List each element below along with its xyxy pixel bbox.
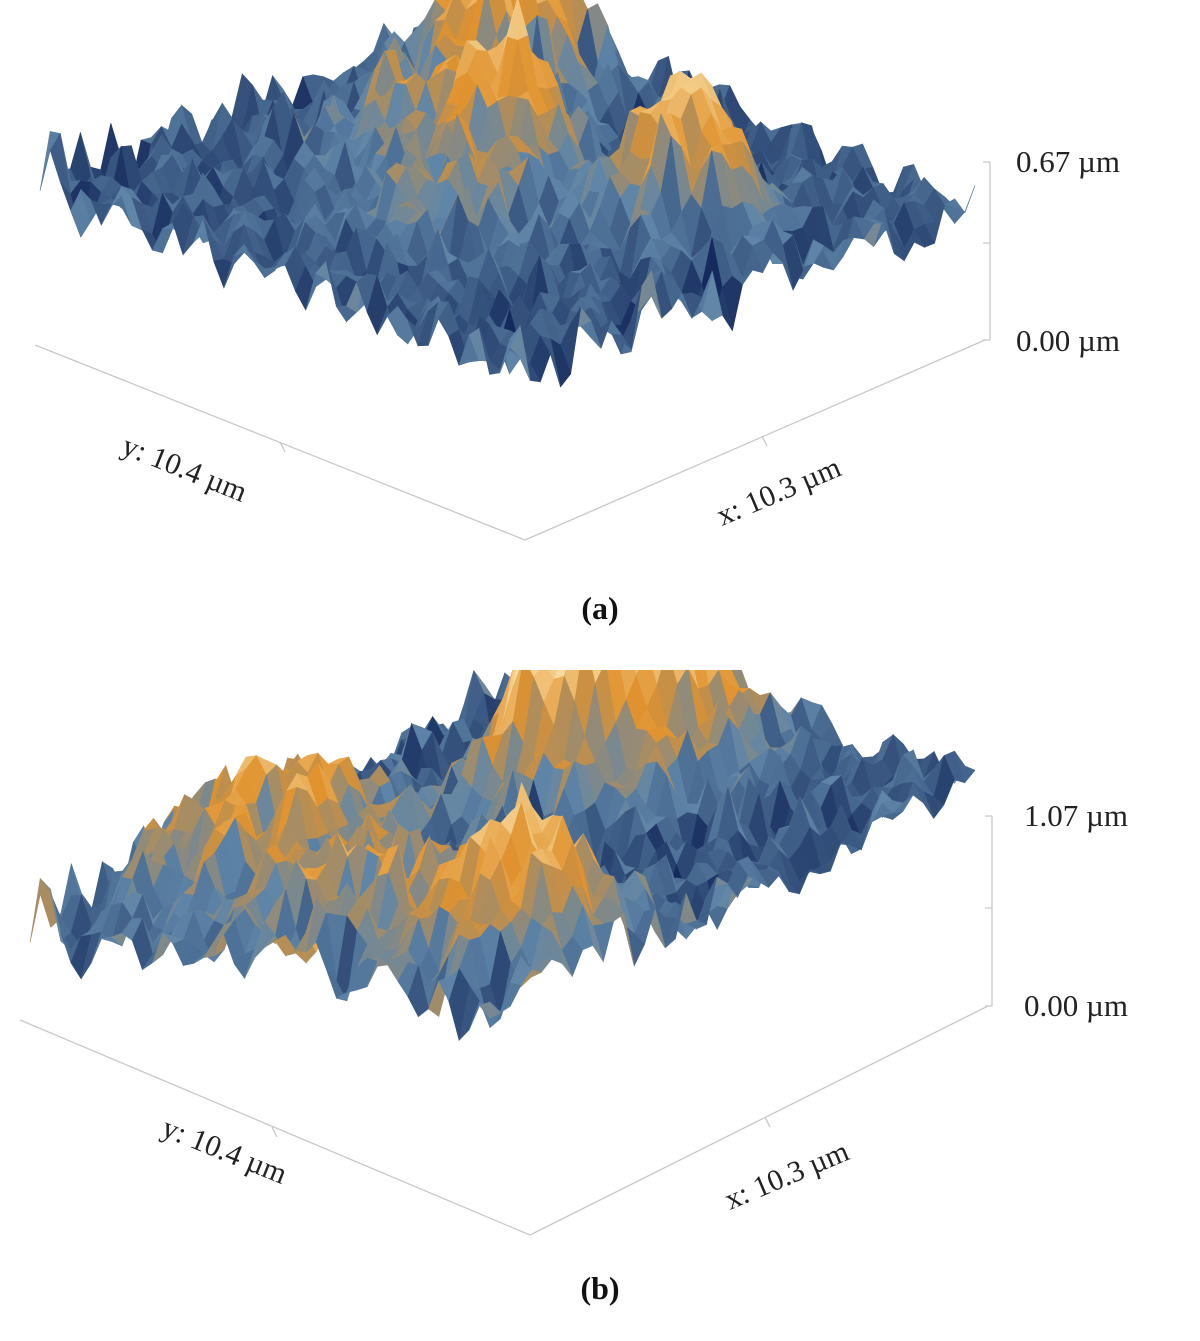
panel-a: 0.67 µm 0.00 µm y: 10.4 µm x: 10.3 µm (a… <box>0 0 1200 670</box>
y-axis-label-a: y: 10.4 µm <box>117 429 251 509</box>
x-axis-label-b: x: 10.3 µm <box>720 1135 854 1217</box>
surface-mesh-b <box>29 670 976 1042</box>
surface-plot-a: 0.67 µm 0.00 µm y: 10.4 µm x: 10.3 µm <box>34 0 1120 541</box>
y-tick-a <box>279 441 286 453</box>
y-axis-line-b <box>19 1019 531 1236</box>
panel-label-b: (b) <box>580 1270 620 1306</box>
surface-cell <box>499 325 521 373</box>
x-axis-label-a: x: 10.3 µm <box>712 451 846 533</box>
surface-cell <box>489 1001 511 1013</box>
x-tick-a <box>761 435 768 447</box>
z-tick-label-bottom-a: 0.00 µm <box>1016 323 1120 358</box>
x-axis-line-b <box>529 1005 989 1236</box>
z-tick-label-top-b: 1.07 µm <box>1024 798 1128 833</box>
panel-label-a: (a) <box>581 590 619 626</box>
surface-cell <box>213 258 235 289</box>
z-tick-label-top-a: 0.67 µm <box>1016 144 1120 179</box>
axis-frame-b <box>19 815 993 1236</box>
axis-frame-a <box>34 161 991 541</box>
surface-plot-b: 1.07 µm 0.00 µm y: 10.4 µm x: 10.3 µm <box>19 670 1128 1236</box>
panel-b: 1.07 µm 0.00 µm y: 10.4 µm x: 10.3 µm (b… <box>0 670 1200 1341</box>
surface-mesh-a <box>39 0 976 388</box>
x-tick-b <box>764 1116 771 1128</box>
x-axis-line-a <box>524 339 986 541</box>
y-axis-label-b: y: 10.4 µm <box>157 1111 291 1191</box>
y-tick-b <box>271 1126 278 1138</box>
z-tick-label-bottom-b: 0.00 µm <box>1024 988 1128 1023</box>
